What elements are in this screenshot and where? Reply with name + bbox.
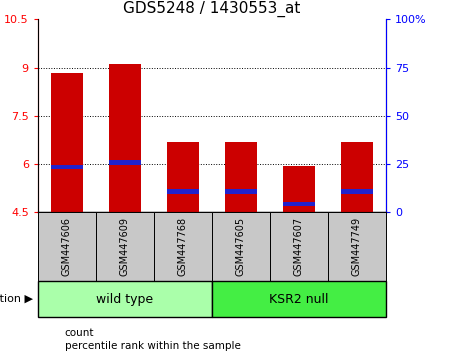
Bar <box>283 202 315 206</box>
Bar <box>328 212 386 281</box>
Bar <box>51 73 83 212</box>
Bar <box>341 189 373 194</box>
Bar <box>212 212 270 281</box>
Bar <box>283 166 315 212</box>
Text: GSM447605: GSM447605 <box>236 217 246 276</box>
Bar <box>167 189 199 194</box>
Text: GSM447768: GSM447768 <box>178 217 188 276</box>
Bar <box>38 212 96 281</box>
Bar <box>96 212 154 281</box>
Bar <box>51 165 83 170</box>
Text: GSM447749: GSM447749 <box>352 217 362 276</box>
Bar <box>167 142 199 212</box>
Bar <box>154 212 212 281</box>
Text: count: count <box>65 328 94 338</box>
Text: GSM447607: GSM447607 <box>294 217 304 276</box>
Text: wild type: wild type <box>96 293 154 306</box>
Bar <box>109 160 141 165</box>
Text: percentile rank within the sample: percentile rank within the sample <box>65 341 241 350</box>
Text: GSM447606: GSM447606 <box>62 217 72 276</box>
Bar <box>225 189 257 194</box>
Bar <box>109 64 141 212</box>
Bar <box>270 212 328 281</box>
Bar <box>341 142 373 212</box>
Title: GDS5248 / 1430553_at: GDS5248 / 1430553_at <box>123 0 301 17</box>
Text: genotype/variation ▶: genotype/variation ▶ <box>0 294 33 304</box>
Text: KSR2 null: KSR2 null <box>269 293 329 306</box>
Text: GSM447609: GSM447609 <box>120 217 130 276</box>
Bar <box>212 281 386 317</box>
Bar <box>225 142 257 212</box>
Bar <box>38 281 212 317</box>
